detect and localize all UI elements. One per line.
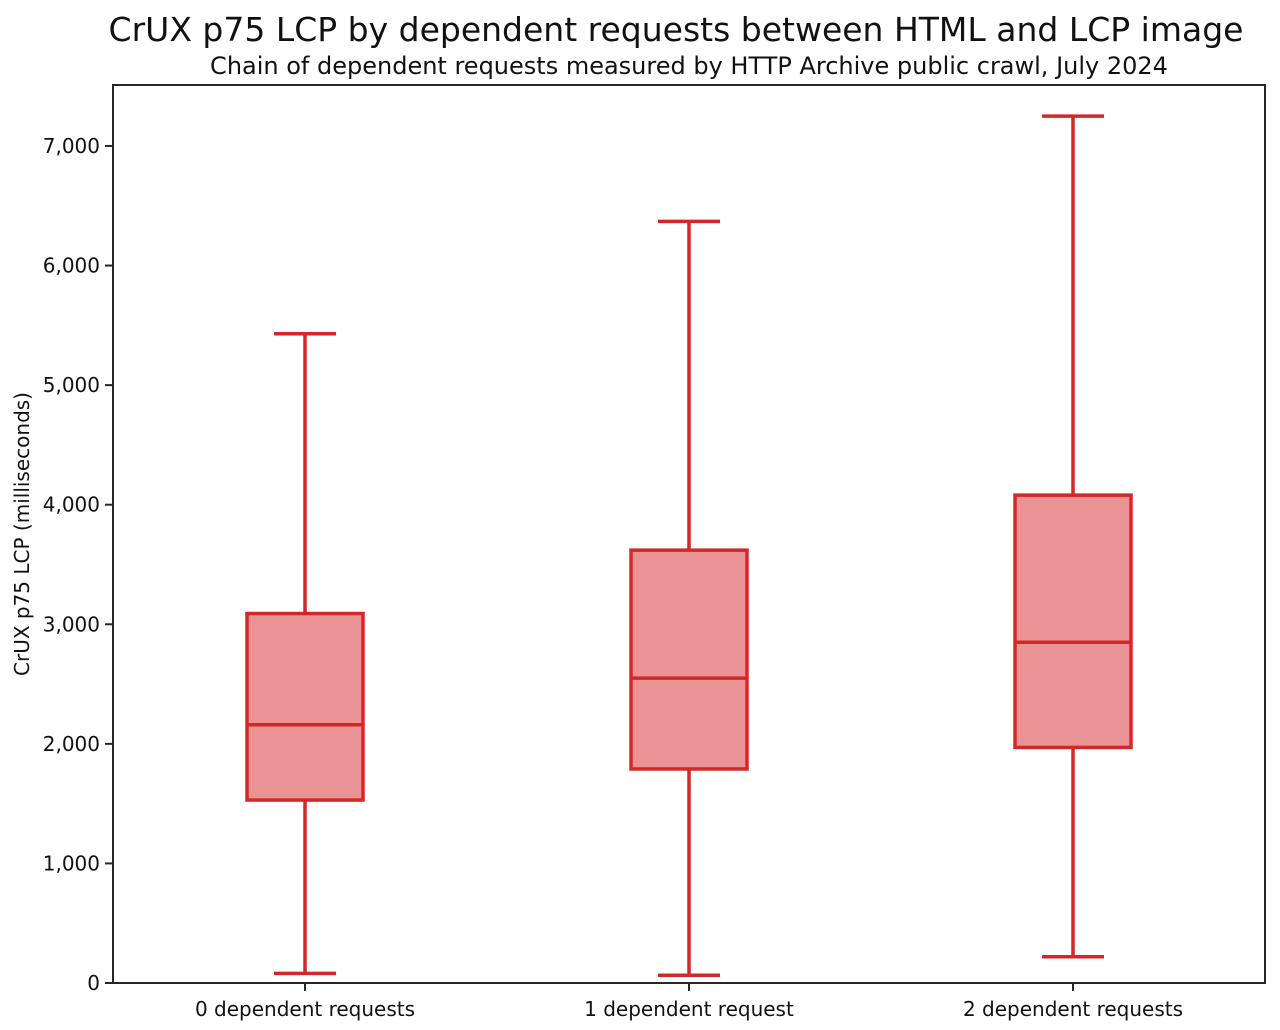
y-tick-label: 1,000	[43, 851, 100, 875]
iqr-box	[629, 548, 749, 771]
x-tick-label: 2 dependent requests	[963, 997, 1183, 1021]
chart-subtitle: Chain of dependent requests measured by …	[210, 52, 1168, 80]
y-tick-label: 4,000	[43, 493, 100, 517]
y-tick-label: 5,000	[43, 373, 100, 397]
iqr-box	[245, 611, 365, 802]
y-tick-label: 6,000	[43, 254, 100, 278]
boxplot-1-dependent-request	[629, 219, 749, 977]
chart-title: CrUX p75 LCP by dependent requests betwe…	[108, 10, 1244, 49]
boxplot-2-dependent-requests	[1013, 114, 1133, 959]
y-tick-label: 2,000	[43, 732, 100, 756]
y-tick-label: 3,000	[43, 612, 100, 636]
y-tick-label: 7,000	[43, 134, 100, 158]
y-tick-label: 0	[87, 971, 100, 995]
boxplot-0-dependent-requests	[245, 331, 365, 976]
x-tick-label: 1 dependent request	[584, 997, 794, 1021]
iqr-box	[1013, 493, 1133, 750]
x-tick-label: 0 dependent requests	[195, 997, 415, 1021]
